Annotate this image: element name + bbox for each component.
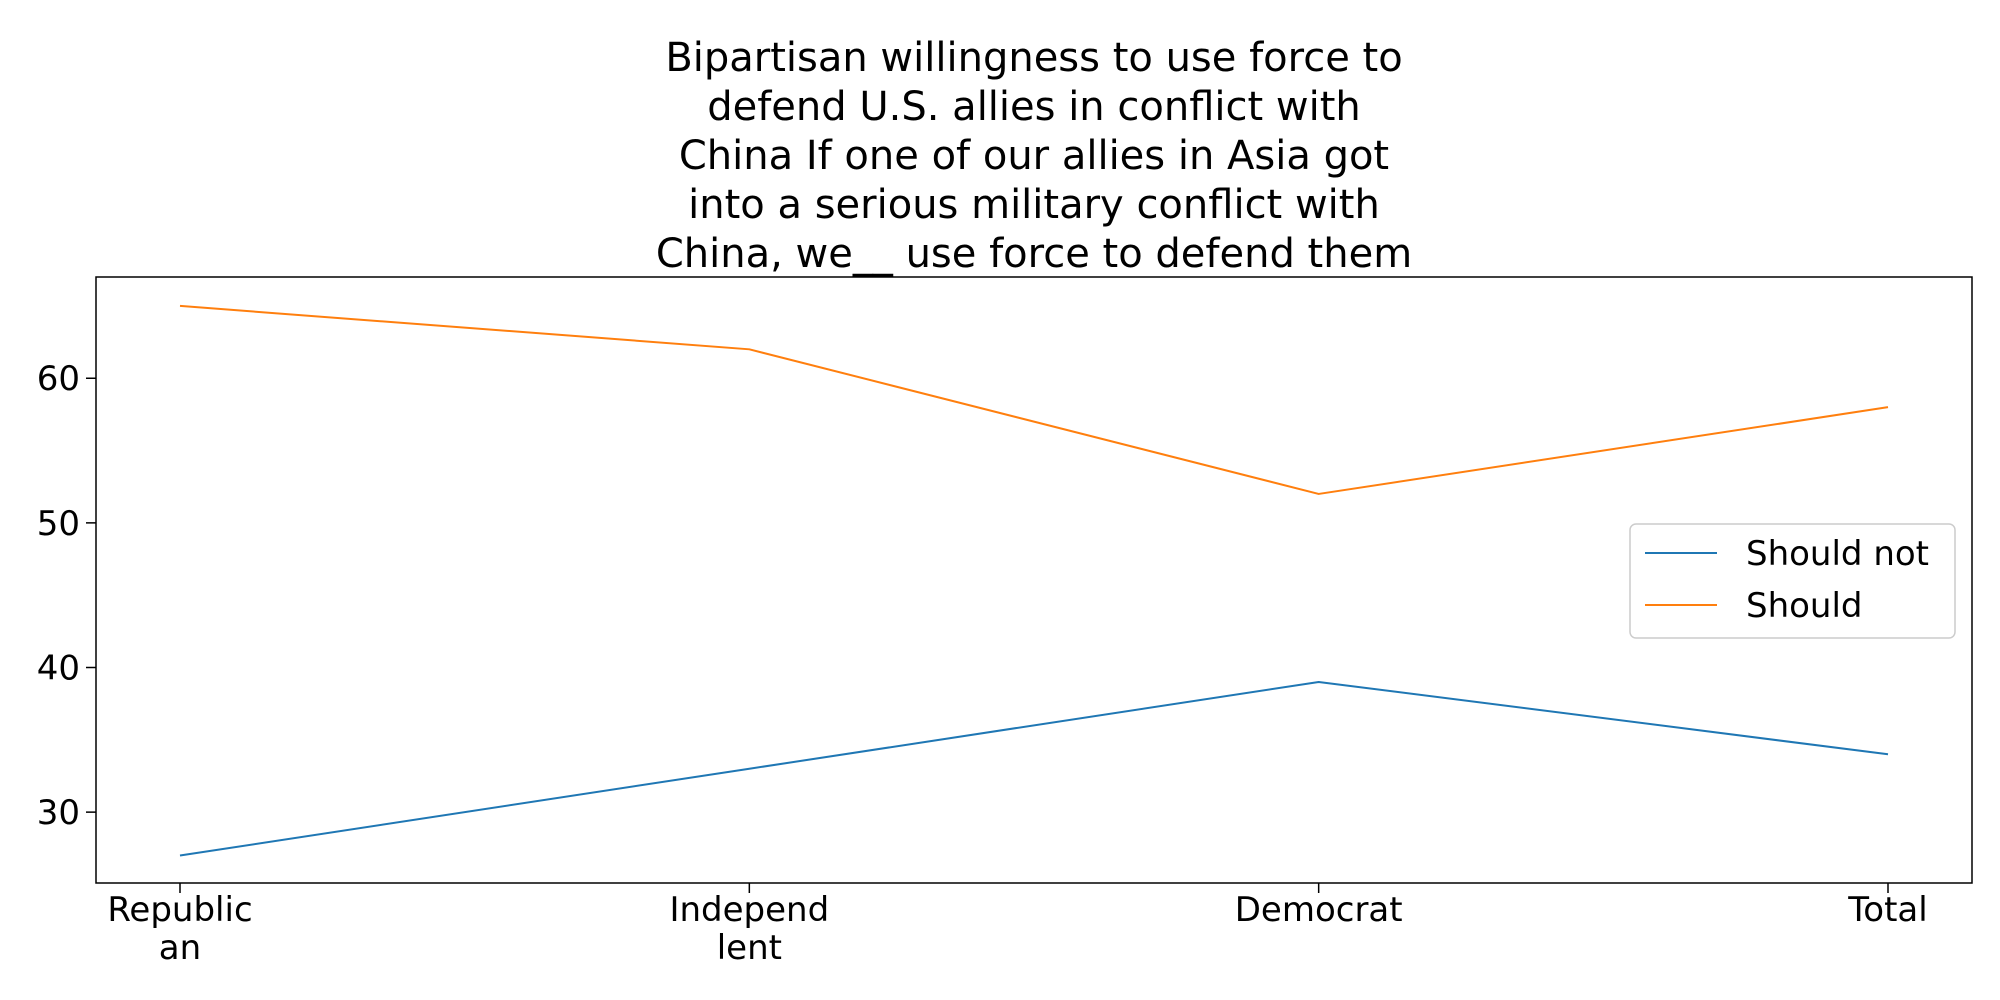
y-tick-label: 50 — [37, 504, 80, 544]
chart-title-line: China, we__ use force to defend them — [656, 231, 1412, 277]
plot-area — [95, 276, 1973, 884]
x-tick-label: Total — [1847, 890, 1927, 930]
x-tick-label: Republic — [107, 890, 252, 930]
y-tick-label: 60 — [37, 359, 80, 399]
y-axis: 30 40 50 60 — [37, 359, 96, 833]
x-tick-label: an — [159, 928, 201, 968]
chart-title: Bipartisan willingness to use force tode… — [656, 35, 1412, 277]
y-tick-label: 40 — [37, 649, 80, 689]
y-tick-label: 30 — [37, 793, 80, 833]
series-line-should — [179, 304, 1889, 495]
chart-title-line: China If one of our allies in Asia got — [679, 133, 1389, 179]
x-tick-label: Democrat — [1235, 890, 1403, 930]
chart-title-line: into a serious military conflict with — [688, 182, 1380, 228]
x-tick-label: lent — [717, 928, 782, 968]
legend-label: Should not — [1746, 534, 1929, 574]
chart-title-line: defend U.S. allies in conflict with — [707, 84, 1361, 130]
legend: Should not Should — [1629, 523, 1956, 639]
x-tick-label: Independ — [669, 890, 829, 930]
legend-label: Should — [1746, 586, 1863, 626]
series-lines — [179, 304, 1889, 857]
chart-title-line: Bipartisan willingness to use force to — [665, 35, 1402, 81]
series-line-should-not — [179, 680, 1889, 857]
